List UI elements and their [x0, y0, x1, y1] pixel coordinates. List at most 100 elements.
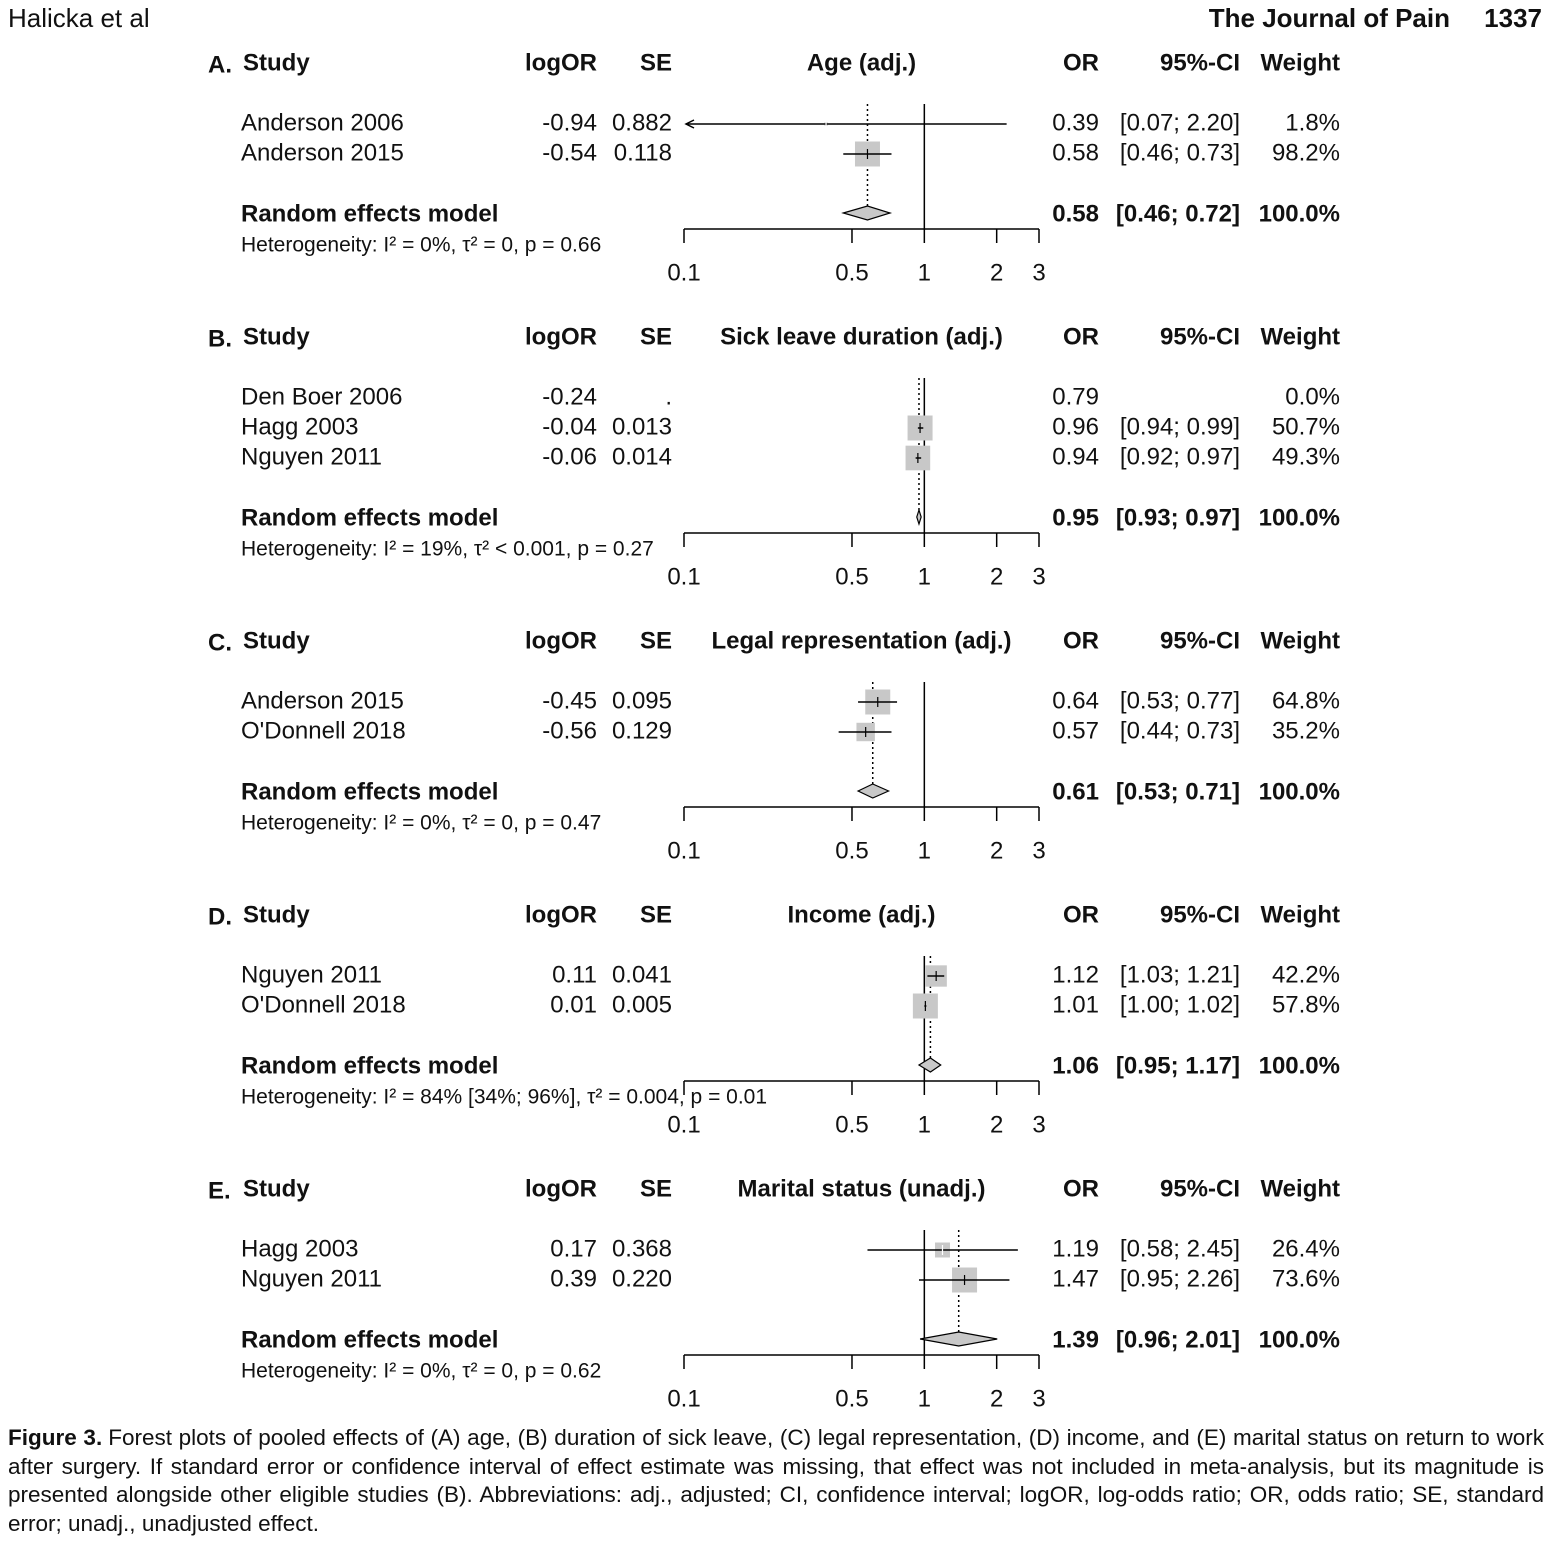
column-header: OR [1063, 901, 1099, 928]
standard-error: 0.014 [612, 443, 672, 470]
odds-ratio: 0.96 [1052, 413, 1099, 440]
column-header: OR [1063, 627, 1099, 654]
panel-label: A. [208, 51, 232, 78]
figure: Halicka et al The Journal of Pain 1337 A… [8, 3, 1542, 1412]
weight: 42.2% [1272, 961, 1340, 988]
column-header: Study [243, 901, 310, 928]
column-header: logOR [525, 49, 597, 76]
column-header: SE [640, 323, 672, 350]
confidence-interval: [0.95; 2.26] [1120, 1265, 1240, 1292]
log-or: 0.01 [550, 991, 597, 1018]
study-name: Den Boer 2006 [241, 383, 402, 410]
column-header: OR [1063, 323, 1099, 350]
x-tick-label: 2 [990, 1111, 1003, 1138]
log-or: -0.04 [542, 413, 597, 440]
study-name: Anderson 2006 [241, 109, 404, 136]
caption: Figure 3. Forest plots of pooled effects … [8, 1424, 1544, 1538]
standard-error: 0.095 [612, 687, 672, 714]
pooled-diamond [916, 507, 922, 527]
x-tick-label: 3 [1032, 1385, 1045, 1412]
pooled-weight: 100.0% [1259, 778, 1340, 805]
standard-error: 0.041 [612, 961, 672, 988]
standard-error: 0.368 [612, 1235, 672, 1262]
column-header: Weight [1260, 49, 1340, 76]
pooled-ci: [0.46; 0.72] [1116, 200, 1240, 227]
arrow [684, 119, 695, 129]
log-or: -0.24 [542, 383, 597, 410]
heterogeneity: Heterogeneity: I² = 0%, τ² = 0, p = 0.47 [241, 812, 601, 835]
column-header: Weight [1260, 323, 1340, 350]
panel-label: B. [208, 325, 232, 352]
panel-title: Marital status (unadj.) [737, 1175, 985, 1202]
x-tick-label: 0.1 [667, 837, 700, 864]
standard-error: 0.013 [612, 413, 672, 440]
column-header: Weight [1260, 627, 1340, 654]
pooled-name: Random effects model [241, 1052, 498, 1079]
study-name: Nguyen 2011 [241, 443, 382, 470]
x-tick-label: 2 [990, 259, 1003, 286]
x-tick-label: 2 [990, 837, 1003, 864]
column-header: SE [640, 627, 672, 654]
column-header: logOR [525, 323, 597, 350]
confidence-interval: [1.00; 1.02] [1120, 991, 1240, 1018]
study-name: Nguyen 2011 [241, 1265, 382, 1292]
standard-error: . [665, 383, 672, 410]
panel-label: C. [208, 629, 232, 656]
log-or: 0.17 [550, 1235, 597, 1262]
odds-ratio: 0.57 [1052, 717, 1099, 744]
journal-name: The Journal of Pain [1209, 3, 1450, 33]
x-tick-label: 0.5 [835, 563, 868, 590]
column-header: Weight [1260, 901, 1340, 928]
x-tick-label: 3 [1032, 837, 1045, 864]
column-header: 95%-CI [1160, 1175, 1240, 1202]
column-header: logOR [525, 901, 597, 928]
pooled-ci: [0.96; 2.01] [1116, 1326, 1240, 1353]
column-header: OR [1063, 1175, 1099, 1202]
weight: 73.6% [1272, 1265, 1340, 1292]
column-header: 95%-CI [1160, 627, 1240, 654]
x-tick-label: 3 [1032, 1111, 1045, 1138]
odds-ratio: 0.94 [1052, 443, 1099, 470]
x-tick-label: 0.5 [835, 259, 868, 286]
pooled-or: 1.39 [1052, 1326, 1099, 1353]
odds-ratio: 1.19 [1052, 1235, 1099, 1262]
panel-title: Age (adj.) [807, 49, 916, 76]
log-or: -0.94 [542, 109, 597, 136]
confidence-interval: [1.03; 1.21] [1120, 961, 1240, 988]
x-tick-label: 0.1 [667, 1385, 700, 1412]
x-tick-label: 0.5 [835, 1385, 868, 1412]
x-tick-label: 0.1 [667, 563, 700, 590]
weight: 35.2% [1272, 717, 1340, 744]
weight: 1.8% [1285, 109, 1340, 136]
x-tick-label: 0.5 [835, 837, 868, 864]
standard-error: 0.882 [612, 109, 672, 136]
confidence-interval: [0.94; 0.99] [1120, 413, 1240, 440]
panel-title: Income (adj.) [787, 901, 935, 928]
column-header: SE [640, 49, 672, 76]
panel-title: Legal representation (adj.) [711, 627, 1011, 654]
log-or: -0.54 [542, 139, 597, 166]
x-tick-label: 1 [918, 837, 931, 864]
column-header: Study [243, 323, 310, 350]
pooled-or: 0.61 [1052, 778, 1099, 805]
weight: 64.8% [1272, 687, 1340, 714]
x-tick-label: 1 [918, 259, 931, 286]
pooled-name: Random effects model [241, 778, 498, 805]
confidence-interval: [0.07; 2.20] [1120, 109, 1240, 136]
panel-label: D. [208, 903, 232, 930]
x-tick-label: 2 [990, 1385, 1003, 1412]
pooled-or: 1.06 [1052, 1052, 1099, 1079]
pooled-weight: 100.0% [1259, 504, 1340, 531]
log-or: -0.56 [542, 717, 597, 744]
column-header: SE [640, 1175, 672, 1202]
odds-ratio: 1.12 [1052, 961, 1099, 988]
study-name: Anderson 2015 [241, 687, 404, 714]
column-header: SE [640, 901, 672, 928]
running-head: Halicka et al [8, 3, 150, 33]
odds-ratio: 0.79 [1052, 383, 1099, 410]
x-tick-label: 3 [1032, 563, 1045, 590]
pooled-weight: 100.0% [1259, 1052, 1340, 1079]
pooled-diamond [841, 205, 893, 221]
standard-error: 0.220 [612, 1265, 672, 1292]
pooled-diamond [856, 783, 891, 799]
